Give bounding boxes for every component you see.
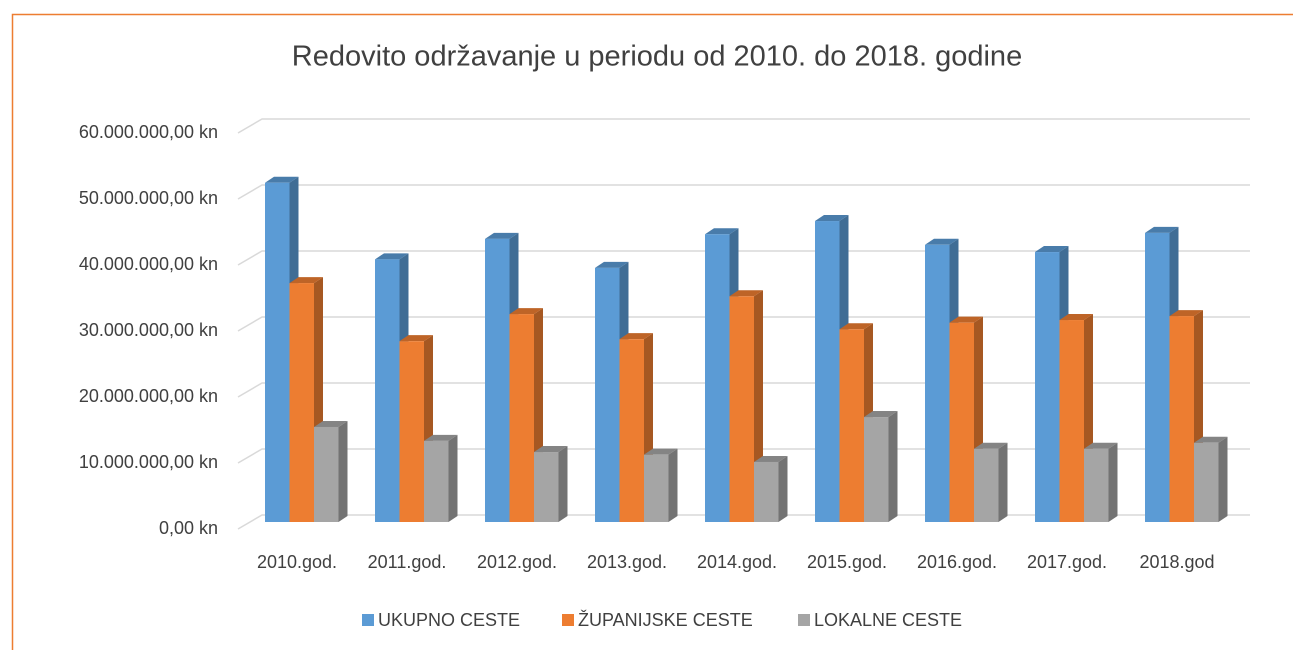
x-tick-label: 2012.god. [477,552,557,572]
x-tick-label: 2013.god. [587,552,667,572]
legend-label: UKUPNO CESTE [378,610,520,630]
y-tick-label: 40.000.000,00 kn [79,254,218,274]
bar-front [534,452,559,522]
bar-side [999,443,1008,522]
bar-side [779,456,788,522]
bar-side [1219,437,1228,522]
y-tick-label: 10.000.000,00 kn [79,452,218,472]
legend-label: LOKALNE CESTE [814,610,962,630]
bar-front [1060,320,1085,522]
bar-front [840,329,865,522]
bar-front [424,441,449,522]
bar [424,435,458,522]
bar-front [644,455,669,522]
bar-front [375,259,400,522]
bar [754,456,788,522]
bar-side [669,449,678,522]
x-tick-label: 2018.god [1139,552,1214,572]
y-tick-label: 60.000.000,00 kn [79,122,218,142]
bar-front [290,283,315,522]
bar-front [974,449,999,522]
bar-side [449,435,458,522]
bar [1194,437,1228,522]
y-tick-label: 30.000.000,00 kn [79,320,218,340]
bar-front [265,183,290,522]
bar [974,443,1008,522]
bar-front [730,296,755,522]
bar [314,421,348,522]
y-tick-label: 20.000.000,00 kn [79,386,218,406]
x-tick-label: 2010.god. [257,552,337,572]
bar-side [1109,443,1118,522]
bar [1084,443,1118,522]
x-tick-label: 2014.god. [697,552,777,572]
bar-front [1170,316,1195,522]
bar-front [815,221,840,522]
x-tick-label: 2011.god. [368,552,447,572]
bar-side [889,411,898,522]
bar-front [754,462,779,522]
legend-swatch [798,614,810,626]
bar-front [950,323,975,522]
x-tick-label: 2017.god. [1027,552,1107,572]
x-tick-label: 2015.god. [807,552,887,572]
bar-front [595,268,620,522]
bar-front [925,245,950,522]
chart-title: Redovito održavanje u periodu od 2010. d… [292,41,1022,73]
bar [534,446,568,522]
bar-front [1035,252,1060,522]
bar-front [314,427,339,522]
y-tick-label: 0,00 kn [159,518,218,538]
bar [864,411,898,522]
legend-swatch [562,614,574,626]
bar-front [705,234,730,522]
bar-front [510,314,535,522]
x-tick-label: 2016.god. [917,552,997,572]
bar-front [620,339,645,522]
bar-front [1084,449,1109,522]
legend-swatch [362,614,374,626]
legend-label: ŽUPANIJSKE CESTE [578,610,753,630]
y-tick-label: 50.000.000,00 kn [79,188,218,208]
bar-side [559,446,568,522]
bar [644,449,678,522]
bar-front [1145,233,1170,522]
bar-front [400,341,425,522]
bar-front [864,417,889,522]
bar-side [339,421,348,522]
bar-front [1194,443,1219,522]
bar-front [485,239,510,522]
